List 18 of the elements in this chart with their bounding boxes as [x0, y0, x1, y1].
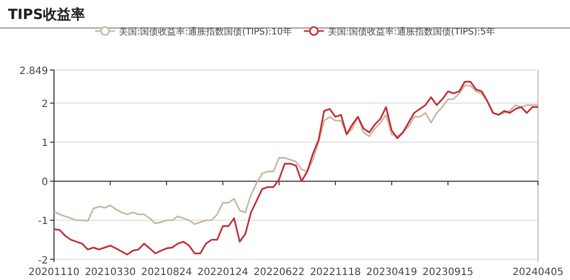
xtick: 20230915 [422, 267, 474, 278]
xtick: 20221118 [310, 267, 361, 278]
ytick: -1 [38, 216, 48, 228]
ytick: 0 [42, 177, 48, 188]
xtick: 20210330 [84, 267, 136, 278]
legend: 美国:国债收益率:通胀指数国债(TIPS):10年 [119, 28, 292, 38]
xtick: 20220124 [197, 267, 248, 278]
ytick: -2 [38, 255, 48, 266]
ytick: 1 [42, 138, 48, 150]
ytick: 2.849 [19, 66, 48, 77]
ytick: 2 [42, 99, 48, 110]
xtick: 20210824 [141, 267, 192, 278]
xtick: 20220622 [254, 267, 305, 278]
xtick: 20240405 [512, 267, 564, 278]
xtick: 20230419 [366, 267, 418, 278]
title: TIPS收益率 [8, 7, 86, 23]
legend: 美国:国债收益率:通胀指数国债(TIPS):5年 [328, 28, 496, 38]
xtick: 20201110 [28, 267, 80, 278]
